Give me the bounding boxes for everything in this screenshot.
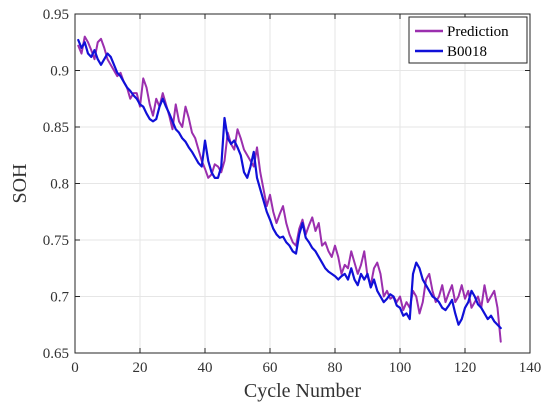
legend-box	[408, 16, 528, 64]
x-tick-label: 20	[133, 360, 148, 376]
x-tick-label: 80	[328, 360, 343, 376]
ticks: 0 20 40 60 80 100 120 140 0.65 0.7 0.75 0.8 0.85 0.9 0…	[43, 7, 542, 376]
x-tick-label: 140	[519, 360, 542, 376]
y-tick-label: 0.9	[50, 64, 69, 80]
y-tick-label: 0.65	[43, 346, 69, 362]
y-tick-label: 0.8	[50, 177, 69, 193]
legend-label-prediction: Prediction	[447, 24, 509, 40]
x-tick-label: 100	[389, 360, 412, 376]
x-axis-title: Cycle Number	[244, 380, 362, 402]
x-tick-label: 0	[71, 360, 79, 376]
series-line-b0018	[77, 38, 502, 330]
y-axis-title: SOH	[9, 163, 31, 203]
series-line-prediction	[77, 35, 502, 343]
x-tick-label: 40	[198, 360, 213, 376]
grid	[74, 13, 531, 354]
legend-label-b0018: B0018	[447, 44, 487, 60]
y-tick-label: 0.75	[43, 233, 69, 249]
y-tick-label: 0.7	[50, 290, 69, 306]
legend: Prediction B0018	[408, 16, 528, 64]
y-tick-label: 0.95	[43, 7, 69, 23]
x-tick-label: 60	[263, 360, 278, 376]
x-tick-label: 120	[454, 360, 477, 376]
series-layer	[77, 35, 502, 343]
y-tick-label: 0.85	[43, 120, 69, 136]
